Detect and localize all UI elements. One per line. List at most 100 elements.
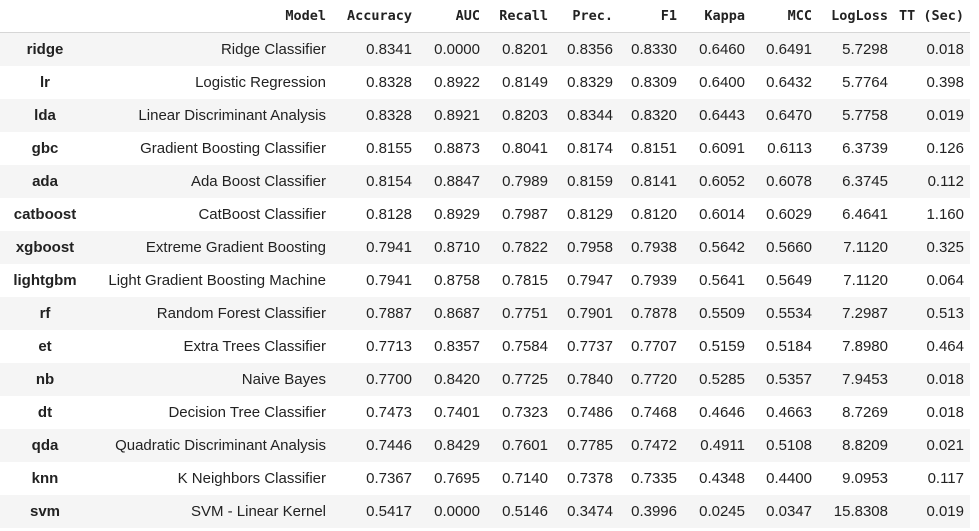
mcc-cell: 0.0347: [766, 502, 812, 520]
auc-cell: 0.8873: [434, 139, 480, 157]
recall-header: Recall: [486, 0, 554, 33]
recall-cell: 0.7751: [502, 304, 548, 322]
logloss-cell: 7.9453: [842, 370, 888, 388]
precision-cell: 0.8129: [567, 205, 613, 223]
recall-cell: 0.7323: [502, 403, 548, 421]
accuracy-cell: 0.5417: [366, 502, 412, 520]
table-row: rf Random Forest Classifier 0.7887 0.8687 0.…: [0, 296, 970, 330]
logloss-header: LogLoss: [818, 0, 894, 33]
mcc-cell: 0.5357: [766, 370, 812, 388]
table-row: svm SVM - Linear Kernel 0.5417 0.0000 0.5146…: [0, 494, 970, 528]
kappa-cell: 0.5642: [699, 238, 745, 256]
logloss-cell: 7.8980: [842, 337, 888, 355]
model-name-cell: SVM - Linear Kernel: [190, 502, 326, 520]
row-index: svm: [29, 502, 61, 520]
training-time-cell: 0.019: [926, 502, 964, 520]
logloss-cell: 5.7764: [842, 73, 888, 91]
auc-cell: 0.0000: [434, 502, 480, 520]
auc-cell: 0.8921: [434, 106, 480, 124]
accuracy-cell: 0.8328: [366, 106, 412, 124]
accuracy-cell: 0.8128: [366, 205, 412, 223]
auc-cell: 0.7401: [434, 403, 480, 421]
auc-cell: 0.8929: [434, 205, 480, 223]
kappa-cell: 0.6460: [699, 40, 745, 58]
kappa-header: Kappa: [683, 0, 751, 33]
table-row: lr Logistic Regression 0.8328 0.8922 0.8149 0…: [0, 65, 970, 99]
precision-cell: 0.7486: [567, 403, 613, 421]
training-time-cell: 0.018: [926, 370, 964, 388]
model-name-cell: Naive Bayes: [241, 370, 326, 388]
recall-cell: 0.7989: [502, 172, 548, 190]
header-row: Model Accuracy AUC Recall Prec. F1 Kappa MCC Log…: [0, 0, 970, 33]
auc-cell: 0.8357: [434, 337, 480, 355]
recall-cell: 0.8041: [502, 139, 548, 157]
f1-cell: 0.7878: [631, 304, 677, 322]
kappa-cell: 0.5509: [699, 304, 745, 322]
training-time-cell: 0.064: [926, 271, 964, 289]
row-index: et: [38, 337, 52, 355]
recall-cell: 0.7987: [502, 205, 548, 223]
recall-cell: 0.8201: [502, 40, 548, 58]
model-name-cell: Decision Tree Classifier: [168, 403, 326, 421]
f1-cell: 0.7938: [631, 238, 677, 256]
auc-cell: 0.8758: [434, 271, 480, 289]
row-index: lda: [34, 106, 56, 124]
auc-cell: 0.8710: [434, 238, 480, 256]
recall-cell: 0.7815: [502, 271, 548, 289]
mcc-cell: 0.4663: [766, 403, 812, 421]
precision-cell: 0.7958: [567, 238, 613, 256]
f1-cell: 0.7335: [631, 469, 677, 487]
precision-cell: 0.8329: [567, 73, 613, 91]
f1-cell: 0.7939: [631, 271, 677, 289]
logloss-cell: 6.3745: [842, 172, 888, 190]
accuracy-cell: 0.7941: [366, 238, 412, 256]
table-row: catboost CatBoost Classifier 0.8128 0.8929 0…: [0, 197, 970, 231]
row-index: nb: [35, 370, 55, 388]
row-index: knn: [31, 469, 59, 487]
model-header: Model: [90, 0, 332, 33]
training-time-cell: 1.160: [926, 205, 964, 223]
accuracy-cell: 0.7446: [366, 436, 412, 454]
recall-cell: 0.7140: [502, 469, 548, 487]
table-row: nb Naive Bayes 0.7700 0.8420 0.7725 0.7840 0.7…: [0, 362, 970, 396]
f1-cell: 0.8151: [631, 139, 677, 157]
training-time-cell: 0.018: [926, 40, 964, 58]
accuracy-cell: 0.8155: [366, 139, 412, 157]
kappa-cell: 0.6052: [699, 172, 745, 190]
kappa-cell: 0.4911: [700, 436, 745, 454]
row-index: dt: [37, 403, 53, 421]
row-index: ada: [32, 172, 58, 190]
recall-cell: 0.7601: [502, 436, 548, 454]
training-time-cell: 0.117: [927, 469, 964, 487]
precision-cell: 0.8174: [567, 139, 613, 157]
f1-cell: 0.8141: [631, 172, 677, 190]
index-header: [0, 0, 90, 33]
logloss-cell: 9.0953: [842, 469, 888, 487]
auc-cell: 0.8922: [434, 73, 480, 91]
mcc-cell: 0.5649: [766, 271, 812, 289]
row-index: rf: [39, 304, 51, 322]
accuracy-header: Accuracy: [332, 0, 418, 33]
accuracy-cell: 0.7887: [366, 304, 412, 322]
kappa-cell: 0.5159: [699, 337, 745, 355]
training-time-cell: 0.398: [926, 73, 964, 91]
precision-cell: 0.7737: [567, 337, 613, 355]
mcc-header: MCC: [751, 0, 818, 33]
logloss-cell: 7.1120: [843, 238, 888, 256]
table-header: Model Accuracy AUC Recall Prec. F1 Kappa MCC Log…: [0, 0, 970, 33]
auc-header: AUC: [418, 0, 486, 33]
logloss-cell: 15.8308: [833, 502, 888, 520]
table-row: ada Ada Boost Classifier 0.8154 0.8847 0.798…: [0, 164, 970, 198]
mcc-cell: 0.6113: [767, 139, 812, 157]
kappa-cell: 0.0245: [699, 502, 745, 520]
accuracy-cell: 0.7367: [366, 469, 412, 487]
auc-cell: 0.0000: [434, 40, 480, 58]
mcc-cell: 0.6491: [766, 40, 812, 58]
logloss-cell: 6.3739: [842, 139, 888, 157]
logloss-cell: 8.7269: [842, 403, 888, 421]
auc-cell: 0.8420: [434, 370, 480, 388]
mcc-cell: 0.5184: [766, 337, 812, 355]
f1-cell: 0.7472: [631, 436, 677, 454]
